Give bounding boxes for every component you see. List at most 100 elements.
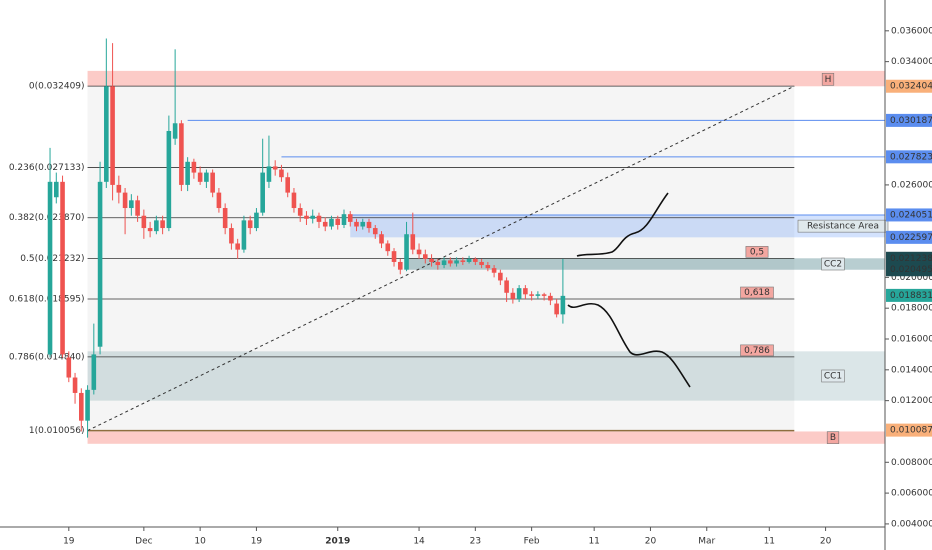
y-tick-label: 0.008000: [891, 458, 932, 468]
candle-body: [423, 254, 428, 259]
zone: [350, 214, 886, 238]
candle-body: [272, 166, 278, 170]
candle-body: [529, 294, 534, 296]
fib-label: 0.786(0.014840): [9, 352, 85, 362]
candle-body: [204, 172, 209, 182]
price-tag: [886, 423, 932, 437]
candle-body: [416, 249, 422, 255]
price-tag-label: 0.021238: [890, 254, 932, 264]
candle-body: [179, 123, 184, 185]
candle-body: [335, 218, 341, 225]
fib-label: 0(0.032409): [29, 82, 85, 92]
zone-label-box: [797, 219, 889, 233]
trend-line: [87, 85, 795, 432]
candle-body: [97, 181, 103, 347]
candle-body: [185, 161, 190, 185]
fib-tag: 0,786: [744, 346, 770, 356]
zone-label: Resistance Area: [807, 222, 879, 232]
fib-tag: 0,5: [750, 247, 764, 257]
zone: [87, 351, 886, 401]
candle-body: [241, 220, 247, 250]
price-tag: [886, 113, 932, 127]
candle-body: [479, 261, 484, 266]
y-tick-label: 0.034000: [891, 57, 932, 67]
candle-body: [366, 221, 372, 229]
x-tick-label: 14: [413, 537, 425, 547]
candle-body: [60, 181, 65, 355]
candle-body: [172, 123, 178, 139]
price-tag-label: 0.027823: [890, 152, 932, 162]
y-tick-label: 0.014000: [891, 365, 932, 375]
zone: [87, 70, 886, 87]
zone-label: CC2: [824, 260, 842, 270]
candle-body: [473, 258, 478, 262]
x-tick-label: 19: [251, 537, 263, 547]
candle-body: [297, 208, 303, 216]
candle-body: [466, 258, 472, 262]
price-tag: [886, 251, 932, 265]
y-tick-label: 0.036000: [891, 26, 932, 36]
y-tick-label: 0.006000: [891, 489, 932, 499]
candle-body: [235, 243, 240, 250]
candle-body: [53, 181, 59, 198]
y-tick-label: 0.026000: [891, 180, 932, 190]
candle-body: [391, 251, 397, 262]
candle-body: [448, 260, 453, 264]
candle-body: [435, 261, 441, 266]
candle-body: [404, 234, 409, 270]
x-tick-label: Feb: [524, 537, 540, 547]
drawn-path: [576, 192, 669, 257]
price-tag-label: 0.030187: [890, 116, 932, 126]
candle-body: [535, 294, 541, 296]
candle-body: [498, 272, 503, 281]
zone-label-box: [821, 369, 845, 383]
candle-body: [110, 86, 115, 185]
candle-body: [135, 200, 140, 216]
x-tick-label: 20: [645, 537, 657, 547]
fib-label: 0.382(0.023870): [9, 213, 85, 223]
candle-body: [548, 295, 553, 301]
fib-tag-box: [745, 246, 769, 258]
candle-body: [154, 220, 159, 232]
candle-body: [160, 220, 165, 229]
candle-body: [210, 172, 215, 193]
candle-body: [310, 215, 316, 219]
x-tick-label: Dec: [135, 537, 152, 547]
price-tag-label: 0.018831: [890, 291, 932, 301]
price-tag: [886, 288, 932, 302]
candle-body: [304, 215, 309, 219]
price-tag-label: 0.032404: [890, 82, 932, 92]
candle-body: [116, 184, 122, 193]
y-tick-label: 0.012000: [891, 396, 932, 406]
price-tag: [886, 79, 932, 93]
candle-body: [360, 221, 366, 227]
y-tick-label: 0.004000: [891, 519, 932, 529]
candle-body: [397, 261, 403, 270]
candle-body: [266, 166, 272, 182]
candle-body: [129, 200, 134, 209]
price-tag: [886, 150, 932, 164]
candle-body: [279, 169, 284, 178]
candle-body: [510, 292, 516, 299]
candle-body: [79, 392, 84, 421]
candle-body: [485, 265, 491, 269]
candle-body: [385, 243, 391, 252]
candle-body: [441, 260, 447, 266]
zone-label: B: [830, 433, 836, 443]
candle-body: [329, 218, 334, 227]
fib-tag-box: [740, 344, 774, 357]
x-tick-label: 20: [820, 537, 832, 547]
candle-body: [247, 220, 253, 229]
y-tick-label: 0.018000: [891, 304, 932, 314]
candle-body: [222, 208, 228, 229]
candle-body: [379, 234, 384, 244]
candle-body: [229, 228, 234, 244]
candle-body: [347, 214, 353, 222]
candle-body: [316, 215, 322, 222]
candle-body: [354, 221, 359, 227]
main-layer: H Resistance Area CC2 CC1 B 0,5 0,618 0,786: [47, 38, 889, 444]
candle-body: [291, 192, 297, 209]
candle-body: [285, 177, 291, 193]
candle-body: [85, 389, 90, 421]
x-tick-label: 23: [470, 537, 481, 547]
